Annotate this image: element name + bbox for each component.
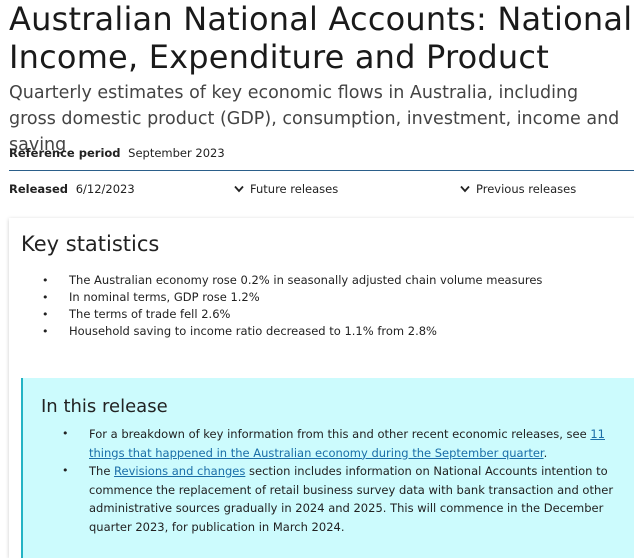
in-this-release-list: For a breakdown of key information from … [62,425,632,536]
released-label: Released [9,182,69,196]
eleven-things-link[interactable]: 11 things that happened in the Australia… [89,427,605,460]
future-releases-label: Future releases [250,182,339,196]
reference-period-value: September 2023 [128,146,225,160]
release-item-text: For a breakdown of key information from … [89,427,591,441]
list-item: In nominal terms, GDP rose 1.2% [42,289,542,306]
previous-releases-toggle[interactable]: Previous releases [460,182,576,196]
key-statistics-title: Key statistics [21,232,160,256]
reference-period: Reference period September 2023 [9,146,225,160]
release-item-text: The [89,464,115,478]
page-subtitle: Quarterly estimates of key economic flow… [9,83,620,155]
header-divider [9,170,634,171]
list-item: For a breakdown of key information from … [62,425,632,462]
list-item: The Revisions and changes section includ… [62,462,632,536]
revisions-and-changes-link[interactable]: Revisions and changes [114,464,246,478]
list-item: The Australian economy rose 0.2% in seas… [42,272,542,289]
future-releases-toggle[interactable]: Future releases [234,182,338,196]
release-date: Released 6/12/2023 [9,182,135,196]
chevron-down-icon [460,185,470,193]
release-item-text: . [543,445,548,460]
list-item: Household saving to income ratio decreas… [42,323,542,340]
released-value: 6/12/2023 [75,182,135,196]
key-statistics-list: The Australian economy rose 0.2% in seas… [42,272,542,340]
in-this-release-title: In this release [41,396,168,417]
reference-period-label: Reference period [9,146,121,160]
page-title: Australian National Accounts: National I… [9,0,633,76]
chevron-down-icon [234,185,244,193]
list-item: The terms of trade fell 2.6% [42,306,542,323]
previous-releases-label: Previous releases [476,182,577,196]
release-item-text: section includes information on National… [89,464,614,534]
